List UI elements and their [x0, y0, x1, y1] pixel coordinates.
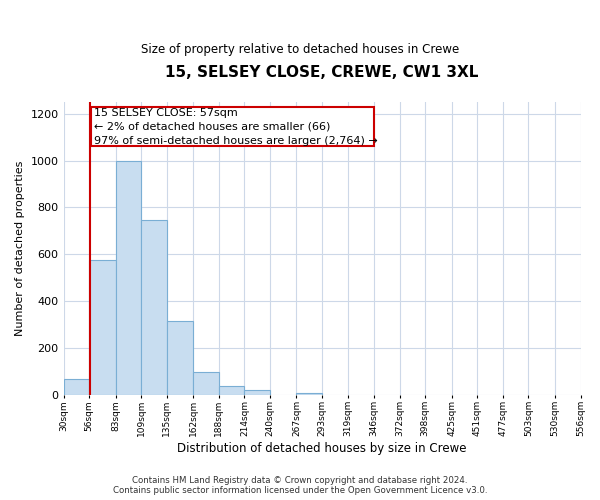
- Bar: [64, 379, 89, 394]
- Title: 15, SELSEY CLOSE, CREWE, CW1 3XL: 15, SELSEY CLOSE, CREWE, CW1 3XL: [166, 65, 479, 80]
- Bar: [244, 390, 270, 394]
- Bar: [167, 321, 193, 394]
- Y-axis label: Number of detached properties: Number of detached properties: [15, 160, 25, 336]
- Bar: [193, 372, 219, 394]
- Text: Size of property relative to detached houses in Crewe: Size of property relative to detached ho…: [141, 42, 459, 56]
- FancyBboxPatch shape: [91, 106, 374, 146]
- X-axis label: Distribution of detached houses by size in Crewe: Distribution of detached houses by size …: [177, 442, 467, 455]
- Text: Contains HM Land Registry data © Crown copyright and database right 2024.
Contai: Contains HM Land Registry data © Crown c…: [113, 476, 487, 495]
- Bar: [141, 220, 167, 394]
- Text: 15 SELSEY CLOSE: 57sqm
← 2% of detached houses are smaller (66)
97% of semi-deta: 15 SELSEY CLOSE: 57sqm ← 2% of detached …: [94, 108, 377, 146]
- Bar: [116, 160, 141, 394]
- Bar: [89, 260, 116, 394]
- Bar: [296, 392, 322, 394]
- Bar: [219, 386, 244, 394]
